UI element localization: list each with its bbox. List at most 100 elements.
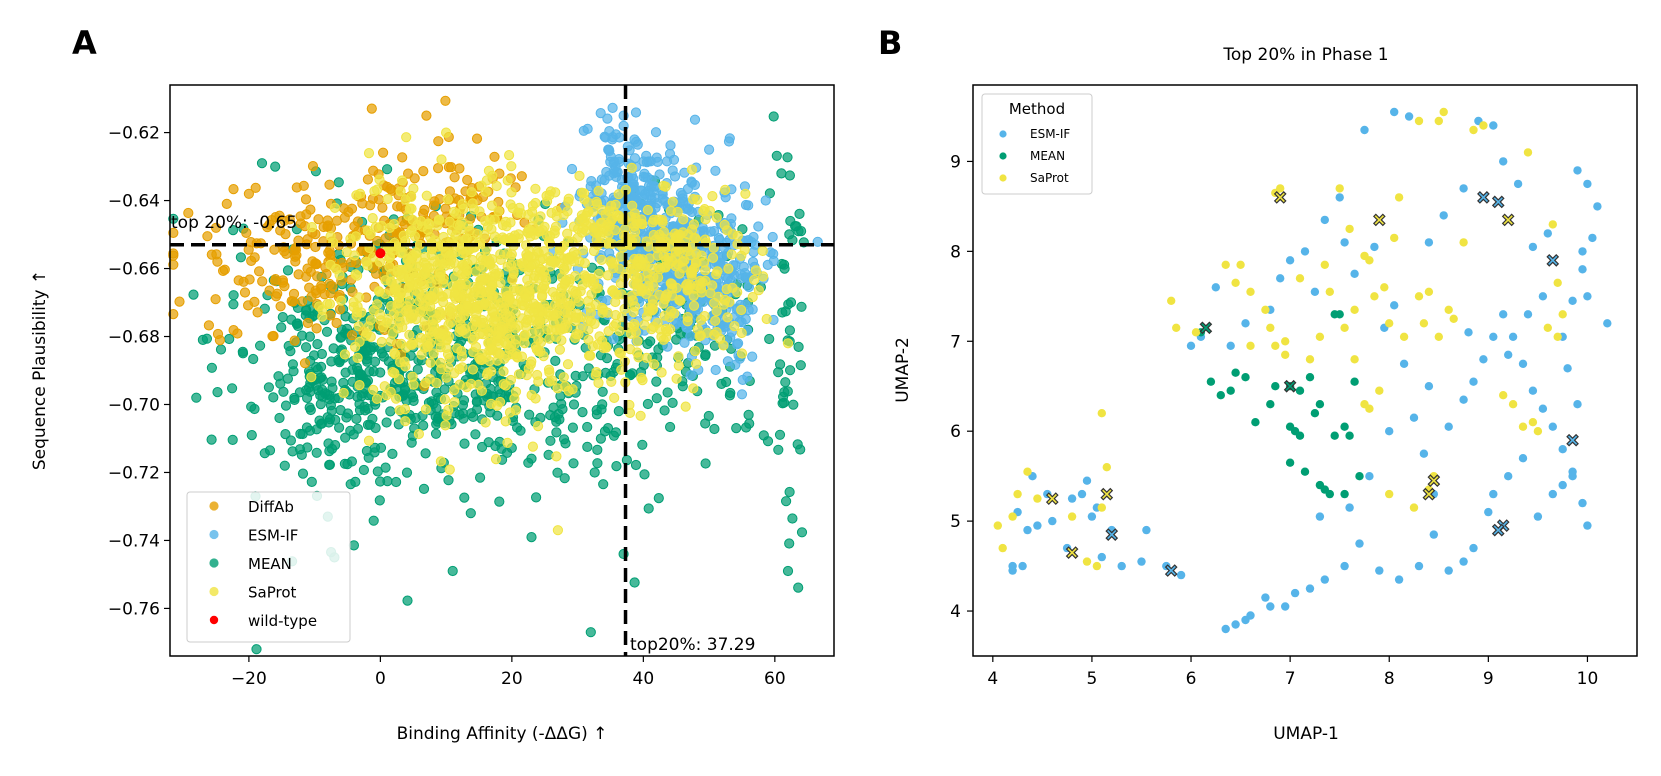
data-point [1221,260,1230,269]
data-point [1489,332,1498,341]
data-point [371,393,383,404]
data-point [749,274,760,285]
data-point [174,296,185,307]
data-point [598,342,609,354]
data-point [316,283,327,294]
data-point [631,273,643,284]
data-point [654,169,665,180]
data-point [1018,561,1027,571]
data-point [629,221,640,232]
data-point [325,259,336,270]
data-point [421,110,432,121]
data-point [386,301,397,312]
data-point [738,261,749,272]
data-point [501,221,512,232]
data-point [440,420,451,431]
data-point [1459,184,1468,193]
data-point [1300,247,1310,256]
data-point [576,187,588,198]
data-point [550,221,562,232]
data-point [235,252,246,263]
data-point [533,421,544,432]
data-point [368,515,379,526]
data-point [685,370,696,381]
data-point [420,448,431,459]
data-point [292,318,303,329]
data-point [1424,238,1434,247]
data-point [1558,480,1567,490]
data-point [387,448,398,459]
data-point [301,422,312,433]
data-point [1523,148,1533,157]
data-point [221,198,232,209]
data-point [197,334,208,345]
data-point [471,133,483,144]
data-point [1504,350,1513,359]
data-point [500,286,511,297]
data-point [488,263,499,274]
data-point [580,225,592,236]
data-point [1226,341,1235,350]
data-point [249,252,260,263]
data-point [498,379,509,390]
data-point [707,280,718,291]
data-point [1271,341,1280,350]
data-point [354,380,365,391]
data-point [276,322,287,333]
data-point [381,417,392,428]
data-point [590,369,602,381]
data-point [648,280,659,291]
data-point [422,336,433,347]
data-point [1578,498,1587,508]
data-point [470,341,482,352]
data-point [401,467,413,478]
data-point [479,229,490,241]
data-point [321,326,333,337]
data-point [1375,386,1384,395]
data-point [782,338,794,349]
data-point [720,184,731,195]
data-point [718,340,729,351]
data-point [578,125,589,136]
data-point [433,136,444,147]
data-point [316,418,327,429]
data-point [785,215,796,227]
data-point [433,413,444,424]
data-point [552,467,563,478]
data-point [1568,296,1577,305]
data-point [403,272,414,283]
data-point [554,414,565,425]
data-point [392,266,403,277]
data-point [638,156,649,167]
data-point [602,113,613,124]
x-tick-label: 4 [987,669,998,689]
data-point [716,251,727,262]
data-point [785,365,796,376]
data-point [560,275,572,286]
data-point [394,317,406,328]
data-point [408,392,419,403]
data-point [721,376,732,388]
data-point [294,444,306,455]
data-point [608,257,620,268]
data-point [525,231,536,242]
data-point [1092,561,1102,571]
data-point [1568,467,1577,476]
data-point [669,171,681,182]
y-tick-label: 5 [950,512,961,532]
data-point [784,538,795,549]
data-point [365,342,376,353]
data-point [384,251,396,263]
legend-label-diffab: DiffAb [248,498,294,516]
data-point [1533,512,1543,521]
data-point [1305,373,1315,382]
data-point [1409,413,1419,422]
data-point [1167,296,1176,305]
data-point [1142,525,1151,535]
data-point [295,428,306,439]
data-point [721,284,732,295]
data-point [673,351,684,362]
data-point [538,351,549,362]
data-point [445,259,456,270]
data-point [288,288,300,299]
